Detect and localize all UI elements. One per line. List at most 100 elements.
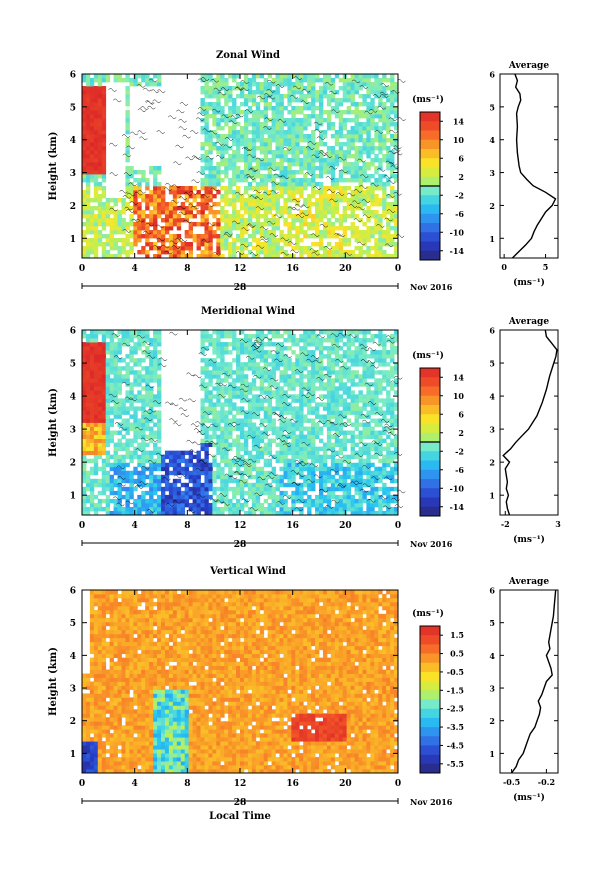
heatmap-cell xyxy=(311,186,316,191)
heatmap-cell xyxy=(212,214,217,219)
heatmap-cell xyxy=(291,86,296,91)
heatmap-cell xyxy=(113,378,118,383)
heatmap-cell xyxy=(145,250,150,255)
heatmap-cell xyxy=(346,490,351,496)
heatmap-cell xyxy=(125,382,130,387)
heatmap-cell xyxy=(89,150,95,155)
heatmap-cell xyxy=(247,338,253,343)
heatmap-cell xyxy=(105,494,111,500)
heatmap-cell xyxy=(93,382,99,387)
heatmap-cell xyxy=(228,198,233,203)
colorbar-unit: (ms⁻¹) xyxy=(412,94,444,105)
heatmap-cell xyxy=(240,94,245,99)
heatmap-cell xyxy=(342,210,348,215)
heatmap-cell xyxy=(299,218,304,223)
heatmap-cell xyxy=(243,414,249,419)
heatmap-cell xyxy=(255,350,261,355)
heatmap-cell xyxy=(346,462,351,468)
heatmap-cell xyxy=(105,202,111,207)
contour-line xyxy=(185,156,194,161)
heatmap-cell xyxy=(82,406,87,411)
heatmap-cell xyxy=(366,78,371,83)
heatmap-cell xyxy=(101,390,107,395)
heatmap-cell xyxy=(236,378,241,383)
heatmap-cell xyxy=(322,170,328,175)
heatmap-cell xyxy=(366,166,371,171)
heatmap-cell xyxy=(117,414,122,419)
heatmap-cell xyxy=(93,214,99,219)
heatmap-cell xyxy=(149,218,154,223)
heatmap-cell xyxy=(370,234,375,239)
heatmap-cell xyxy=(93,450,99,456)
colorbar-tick-label: 10 xyxy=(453,135,465,145)
heatmap-cell xyxy=(105,358,111,363)
heatmap-cell xyxy=(326,154,332,159)
heatmap-cell xyxy=(97,418,103,423)
contour-line xyxy=(292,85,302,90)
heatmap-cell xyxy=(188,194,193,199)
heatmap-cell xyxy=(89,230,95,235)
heatmap-cell xyxy=(82,102,87,107)
heatmap-cell xyxy=(224,86,229,91)
heatmap-cell xyxy=(358,174,363,179)
heatmap-cell xyxy=(97,114,103,119)
heatmap-cell xyxy=(370,246,375,251)
heatmap-cell xyxy=(346,226,351,231)
heatmap-cell xyxy=(204,182,209,187)
heatmap-cell xyxy=(299,158,304,163)
heatmap-cell xyxy=(374,186,379,191)
heatmap-cell xyxy=(176,510,182,516)
heatmap-cell xyxy=(251,238,257,243)
contour-line xyxy=(178,211,187,216)
heatmap-cell xyxy=(208,146,213,151)
heatmap-cell xyxy=(311,242,316,247)
heatmap-cell xyxy=(85,230,91,235)
heatmap-cell xyxy=(322,90,328,95)
heatmap-cell xyxy=(299,398,304,403)
heatmap-cell xyxy=(93,394,99,399)
heatmap-cell xyxy=(149,166,154,171)
heatmap-cell xyxy=(153,422,158,427)
heatmap-cell xyxy=(295,454,300,460)
heatmap-cell xyxy=(326,434,332,439)
heatmap-cell xyxy=(255,250,261,255)
heatmap-cell xyxy=(236,362,241,367)
x-tick-label: 4 xyxy=(132,264,138,274)
heatmap-cell xyxy=(243,198,249,203)
heatmap-cell xyxy=(326,346,332,351)
heatmap-cell xyxy=(342,110,348,115)
heatmap-cell xyxy=(378,138,383,143)
heatmap-cell xyxy=(109,430,114,435)
heatmap-cell xyxy=(311,454,316,460)
heatmap-cell xyxy=(338,498,344,504)
heatmap-cell xyxy=(267,426,272,431)
contour-line xyxy=(178,119,187,123)
heatmap-cell xyxy=(93,114,99,119)
heatmap-cell xyxy=(342,414,348,419)
heatmap-cell xyxy=(326,110,332,115)
heatmap-cell xyxy=(149,430,154,435)
heatmap-cell xyxy=(129,422,134,427)
heatmap-cell xyxy=(149,214,154,219)
heatmap-cell xyxy=(338,378,344,383)
heatmap-cell xyxy=(105,378,111,383)
heatmap-cell xyxy=(366,82,371,87)
heatmap-cell xyxy=(322,158,328,163)
heatmap-cell xyxy=(224,482,229,488)
contour-line xyxy=(359,185,368,189)
heatmap-cell xyxy=(259,114,265,119)
heatmap-cell xyxy=(319,346,324,351)
heatmap-cell xyxy=(220,226,225,231)
heatmap-cell xyxy=(267,462,272,468)
heatmap-cell xyxy=(82,234,87,239)
heatmap-cell xyxy=(145,74,150,79)
heatmap-cell xyxy=(220,342,225,347)
heatmap-cell xyxy=(105,242,111,247)
heatmap-cell xyxy=(82,246,87,251)
heatmap-cell xyxy=(97,502,103,508)
heatmap-cell xyxy=(188,234,193,239)
heatmap-cell xyxy=(350,86,355,91)
colorbar-segment xyxy=(420,241,440,252)
heatmap-cell xyxy=(89,122,95,127)
heatmap-cell xyxy=(342,218,348,223)
